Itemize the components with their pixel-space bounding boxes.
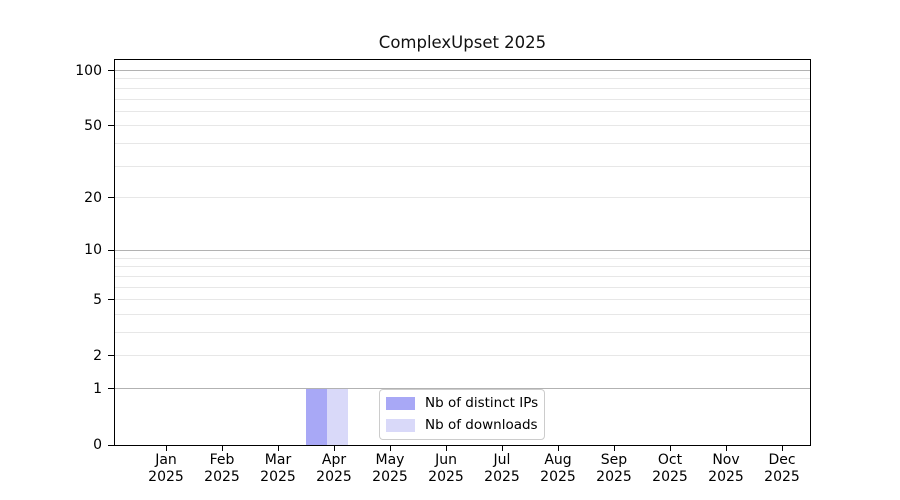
gridline-major [115, 249, 810, 251]
gridline-major [115, 388, 810, 390]
x-axis-tick-label: Apr 2025 [316, 452, 352, 485]
y-axis-tick-label: 0 [93, 437, 102, 453]
x-axis-tick-label: Nov 2025 [708, 452, 744, 485]
x-axis-tick [613, 446, 615, 451]
y-axis-tick [108, 444, 114, 446]
y-axis-tick-label: 5 [93, 291, 102, 308]
x-axis-tick-label: Jul 2025 [484, 452, 520, 485]
x-axis-tick [557, 446, 559, 451]
gridline-minor [115, 110, 810, 112]
y-axis-tick [108, 299, 114, 301]
gridline-minor [115, 313, 810, 315]
y-axis-tick [108, 249, 114, 251]
gridline-minor [115, 87, 810, 89]
legend-label-downloads: Nb of downloads [425, 417, 538, 433]
x-axis-tick [501, 446, 503, 451]
gridline-minor [115, 165, 810, 167]
x-axis-tick-label: Sep 2025 [596, 452, 632, 485]
gridline-minor [115, 125, 810, 127]
bar-distinct-ips [306, 388, 327, 445]
x-axis-tick [221, 446, 223, 451]
x-axis-tick [277, 446, 279, 451]
x-axis-tick [669, 446, 671, 451]
y-axis-tick [108, 388, 114, 390]
x-axis-tick-label: Dec 2025 [764, 452, 800, 485]
gridline-minor [115, 355, 810, 357]
gridline-minor [115, 286, 810, 288]
x-axis-tick-label: Jun 2025 [428, 452, 464, 485]
gridline-minor [115, 143, 810, 145]
y-axis-tick-label: 2 [93, 347, 102, 364]
legend-item-distinct-ips: Nb of distinct IPs [386, 395, 538, 412]
x-axis-tick-label: Mar 2025 [260, 452, 296, 485]
x-axis-tick-label: Jan 2025 [148, 452, 184, 485]
x-axis-tick [725, 446, 727, 451]
plot-area [114, 59, 811, 446]
x-axis-tick [445, 446, 447, 451]
gridline-minor [115, 78, 810, 80]
gridline-minor [115, 266, 810, 268]
gridline-minor [115, 98, 810, 100]
y-axis-tick [108, 355, 114, 357]
gridlines-layer [115, 60, 810, 445]
legend-label-distinct-ips: Nb of distinct IPs [425, 395, 539, 411]
y-axis-tick-label: 100 [75, 62, 102, 79]
x-axis-tick [781, 446, 783, 451]
gridline-minor [115, 197, 810, 199]
y-axis-tick [108, 125, 114, 127]
y-axis-tick [108, 70, 114, 72]
y-axis-tick-label: 10 [84, 242, 102, 259]
y-axis-tick-label: 1 [93, 380, 102, 397]
bars-layer [115, 60, 810, 445]
x-axis-tick [165, 446, 167, 451]
y-axis-tick [108, 197, 114, 199]
legend-swatch-downloads [386, 419, 415, 432]
gridline-minor [115, 275, 810, 277]
x-axis-tick [389, 446, 391, 451]
x-axis-tick-label: Oct 2025 [652, 452, 688, 485]
gridline-minor [115, 332, 810, 334]
legend: Nb of distinct IPs Nb of downloads [379, 389, 546, 440]
y-axis-tick-label: 50 [84, 117, 102, 134]
gridline-minor [115, 257, 810, 259]
y-axis-tick-label: 20 [84, 189, 102, 206]
bar-downloads [327, 388, 348, 445]
x-axis-tick-label: Aug 2025 [540, 452, 576, 485]
x-axis-tick [333, 446, 335, 451]
chart-title: ComplexUpset 2025 [378, 33, 547, 52]
legend-item-downloads: Nb of downloads [386, 417, 538, 434]
gridline-major [115, 70, 810, 72]
gridline-minor [115, 299, 810, 301]
legend-swatch-distinct-ips [386, 397, 415, 410]
x-axis-tick-label: Feb 2025 [204, 452, 240, 485]
x-axis-tick-label: May 2025 [372, 452, 408, 485]
